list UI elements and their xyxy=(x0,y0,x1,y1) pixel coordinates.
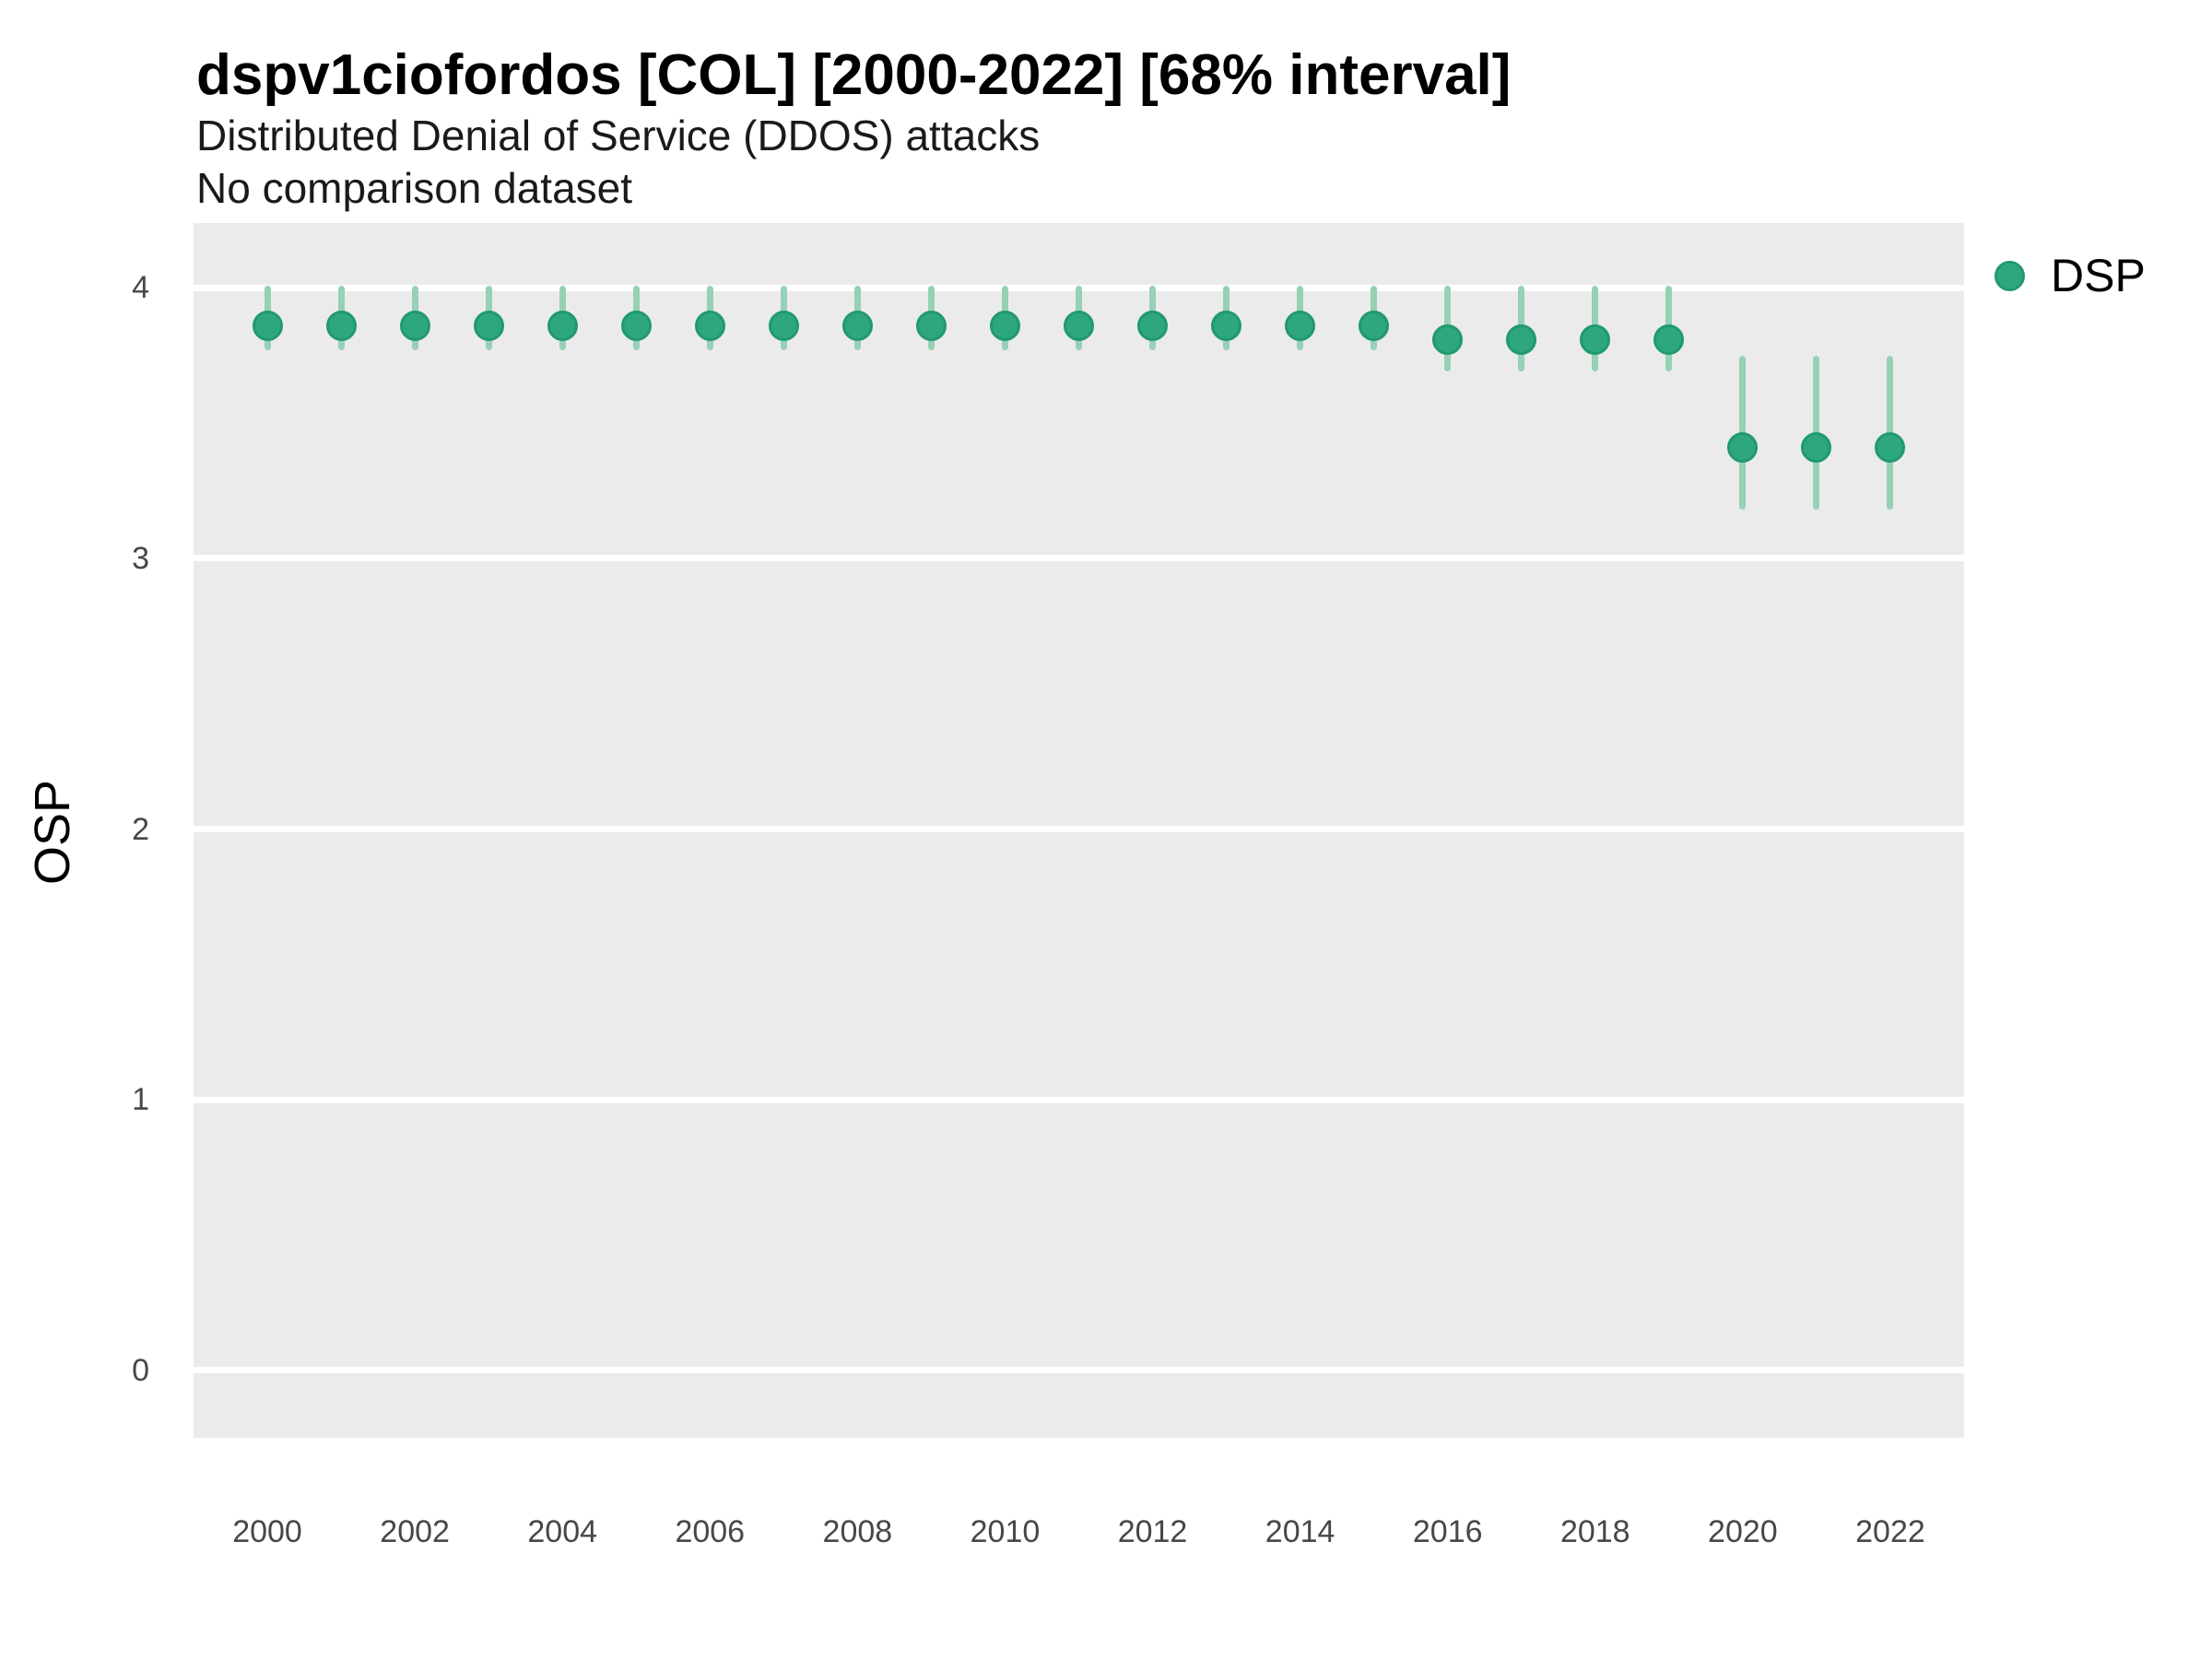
gridline-y-3 xyxy=(194,555,1964,562)
data-point-marker xyxy=(399,311,430,342)
x-tick-label: 2010 xyxy=(970,1514,1041,1549)
x-tick-label: 2002 xyxy=(380,1514,450,1549)
plot-panel xyxy=(194,223,1964,1438)
y-tick-label: 3 xyxy=(132,540,149,576)
data-point-marker xyxy=(547,311,578,342)
y-tick-label: 4 xyxy=(132,270,149,306)
x-tick-label: 2014 xyxy=(1265,1514,1335,1549)
data-point-marker xyxy=(1801,432,1832,464)
comparison-note: No comparison dataset xyxy=(196,164,633,212)
gridline-y-2 xyxy=(194,826,1964,833)
data-point-marker xyxy=(1137,311,1169,342)
data-point-marker xyxy=(989,311,1020,342)
data-point-marker xyxy=(1285,311,1316,342)
data-point-marker xyxy=(1359,311,1390,342)
chart-subtitle: Distributed Denial of Service (DDOS) att… xyxy=(196,112,1041,159)
data-point-marker xyxy=(1064,311,1094,342)
data-point-marker xyxy=(473,311,504,342)
x-tick-label: 2020 xyxy=(1708,1514,1778,1549)
legend-dot-icon xyxy=(1994,260,2025,291)
gridline-y-1 xyxy=(194,1096,1964,1103)
legend-label: DSP xyxy=(2051,250,2146,301)
data-point-marker xyxy=(325,311,357,342)
x-tick-label: 2004 xyxy=(527,1514,598,1549)
gridline-y-0 xyxy=(194,1367,1964,1374)
data-point-marker xyxy=(1211,311,1242,342)
chart-title: dspv1ciofordos [COL] [2000-2022] [68% in… xyxy=(196,43,1512,107)
x-tick-label: 2018 xyxy=(1559,1514,1630,1549)
x-tick-label: 2006 xyxy=(675,1514,746,1549)
data-point-marker xyxy=(768,311,799,342)
x-tick-label: 2022 xyxy=(1855,1514,1925,1549)
legend: DSP xyxy=(1994,250,2146,301)
data-point-marker xyxy=(1727,432,1759,464)
data-point-marker xyxy=(1432,324,1464,355)
data-point-marker xyxy=(694,311,725,342)
data-point-marker xyxy=(620,311,652,342)
x-tick-label: 2000 xyxy=(232,1514,302,1549)
y-tick-label: 2 xyxy=(132,811,149,847)
y-tick-label: 0 xyxy=(132,1352,149,1388)
data-point-marker xyxy=(841,311,873,342)
x-tick-label: 2016 xyxy=(1412,1514,1483,1549)
data-point-marker xyxy=(915,311,947,342)
data-point-marker xyxy=(1653,324,1685,355)
data-point-marker xyxy=(1580,324,1611,355)
data-point-marker xyxy=(1506,324,1537,355)
x-tick-label: 2012 xyxy=(1117,1514,1188,1549)
x-tick-label: 2008 xyxy=(822,1514,893,1549)
data-point-marker xyxy=(252,311,283,342)
y-tick-label: 1 xyxy=(132,1082,149,1118)
data-point-marker xyxy=(1875,432,1906,464)
